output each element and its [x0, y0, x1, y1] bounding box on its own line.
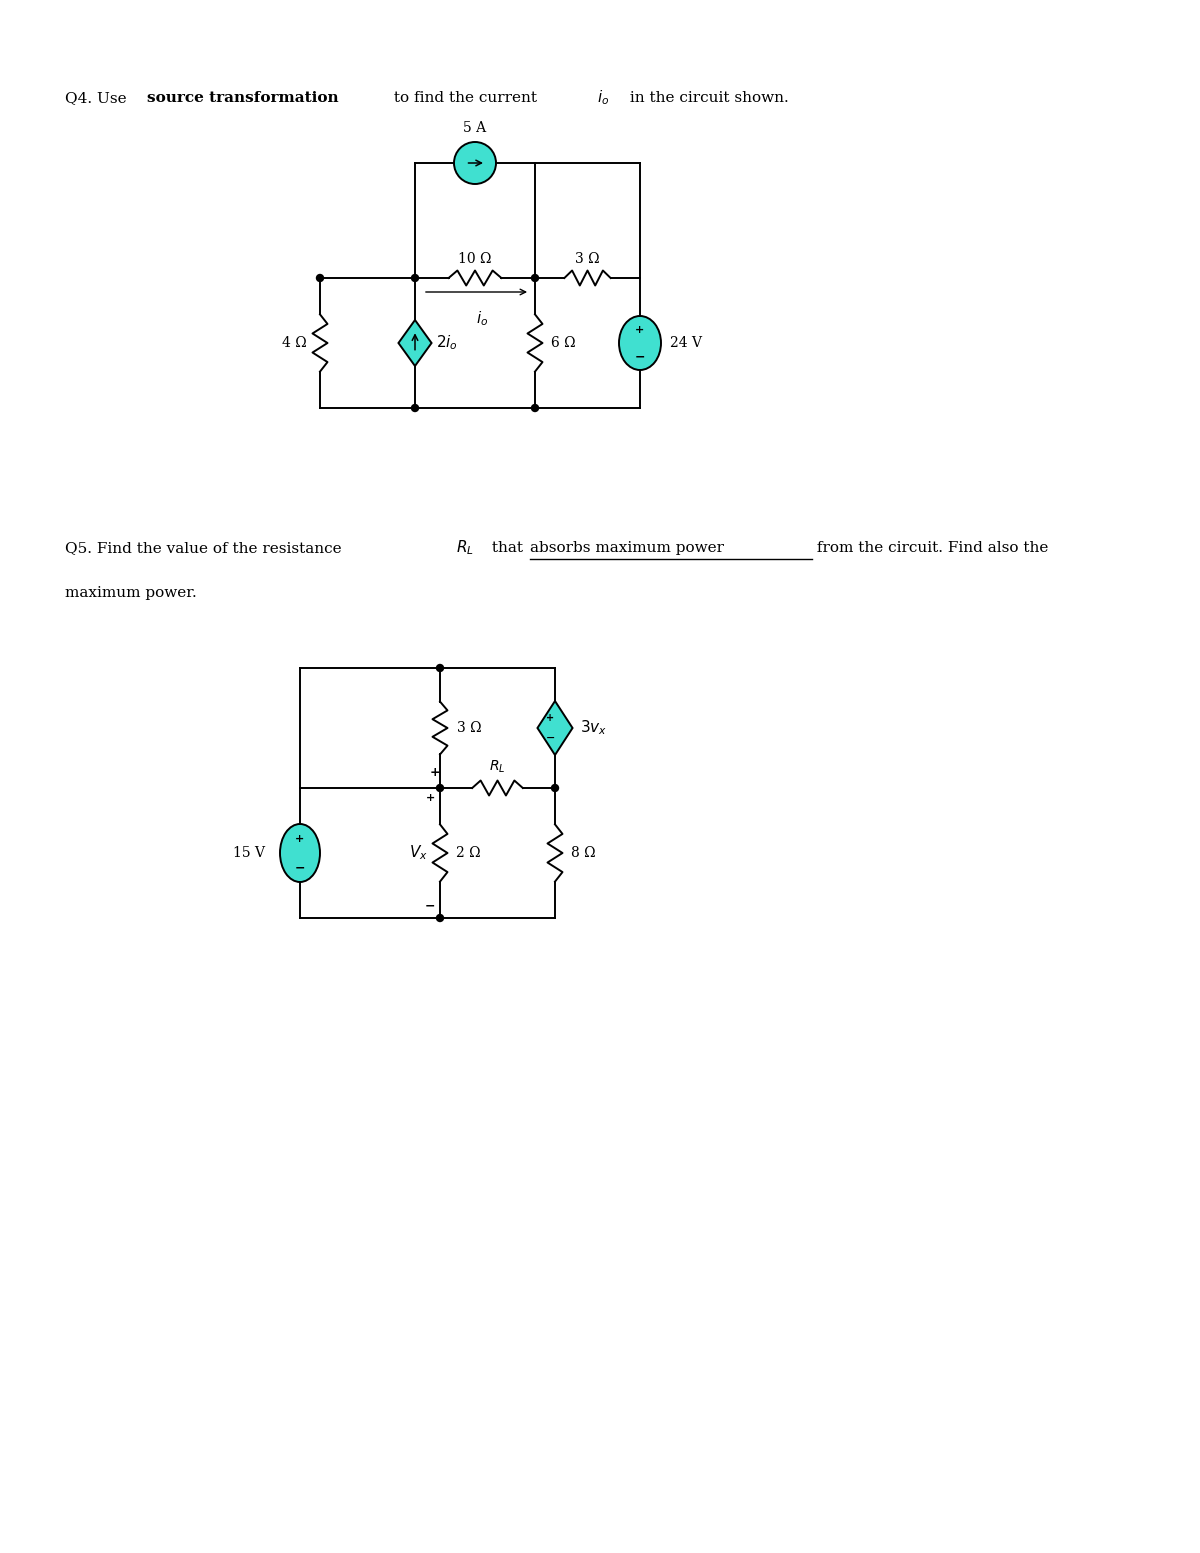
Text: +: + [546, 713, 554, 722]
Text: +: + [426, 794, 436, 803]
Text: $i_o$: $i_o$ [476, 309, 488, 328]
Text: −: − [295, 862, 305, 874]
Circle shape [552, 784, 558, 792]
Circle shape [437, 784, 444, 792]
Text: 10 Ω: 10 Ω [458, 252, 492, 266]
Circle shape [317, 275, 324, 281]
Text: source transformation: source transformation [148, 92, 338, 106]
Text: 2 Ω: 2 Ω [456, 846, 481, 860]
Text: $R_L$: $R_L$ [456, 539, 474, 558]
Text: +: + [635, 325, 644, 335]
Circle shape [412, 275, 419, 281]
Circle shape [437, 665, 444, 671]
Text: 8 Ω: 8 Ω [571, 846, 595, 860]
Text: $R_L$: $R_L$ [490, 758, 505, 775]
Text: Q4. Use: Q4. Use [65, 92, 132, 106]
Text: absorbs maximum power: absorbs maximum power [530, 540, 724, 554]
Text: $2i_o$: $2i_o$ [437, 334, 458, 353]
Text: 24 V: 24 V [670, 335, 702, 349]
Text: −: − [635, 351, 646, 363]
Text: 6 Ω: 6 Ω [551, 335, 576, 349]
Text: 15 V: 15 V [233, 846, 265, 860]
Polygon shape [538, 700, 572, 755]
Circle shape [412, 404, 419, 412]
Ellipse shape [619, 315, 661, 370]
Circle shape [532, 275, 539, 281]
Text: Q5. Find the value of the resistance: Q5. Find the value of the resistance [65, 540, 347, 554]
Text: 5 A: 5 A [463, 121, 486, 135]
Text: 3 Ω: 3 Ω [575, 252, 600, 266]
Circle shape [532, 404, 539, 412]
Text: to find the current: to find the current [389, 92, 542, 106]
Text: +: + [430, 767, 440, 780]
Text: $V_x$: $V_x$ [409, 843, 428, 862]
Text: that: that [487, 540, 528, 554]
Text: −: − [425, 899, 436, 913]
Text: in the circuit shown.: in the circuit shown. [625, 92, 788, 106]
Text: +: + [295, 834, 305, 845]
Ellipse shape [280, 825, 320, 882]
Circle shape [437, 915, 444, 921]
Text: $i_o$: $i_o$ [598, 89, 610, 107]
Text: from the circuit. Find also the: from the circuit. Find also the [812, 540, 1049, 554]
Circle shape [454, 141, 496, 183]
Text: 3 Ω: 3 Ω [457, 721, 481, 735]
Text: −: − [546, 733, 554, 744]
Text: maximum power.: maximum power. [65, 585, 197, 599]
Polygon shape [398, 320, 432, 367]
Text: 4 Ω: 4 Ω [282, 335, 307, 349]
Text: $3v_x$: $3v_x$ [580, 719, 607, 738]
